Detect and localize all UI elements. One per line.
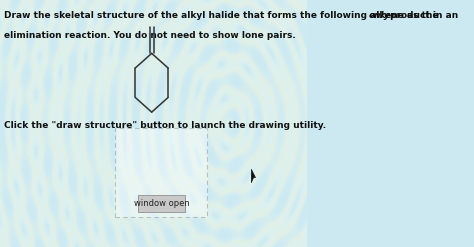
- Text: window open: window open: [134, 199, 190, 208]
- Polygon shape: [251, 169, 255, 183]
- Text: elimination reaction. You do not need to show lone pairs.: elimination reaction. You do not need to…: [4, 31, 295, 40]
- Text: only: only: [369, 11, 391, 20]
- Text: product in an: product in an: [387, 11, 458, 20]
- Text: Click the "draw structure" button to launch the drawing utility.: Click the "draw structure" button to lau…: [4, 121, 326, 130]
- Bar: [138, 195, 185, 212]
- Text: Draw the skeletal structure of the alkyl halide that forms the following alkene : Draw the skeletal structure of the alkyl…: [4, 11, 441, 20]
- Bar: [115, 128, 207, 217]
